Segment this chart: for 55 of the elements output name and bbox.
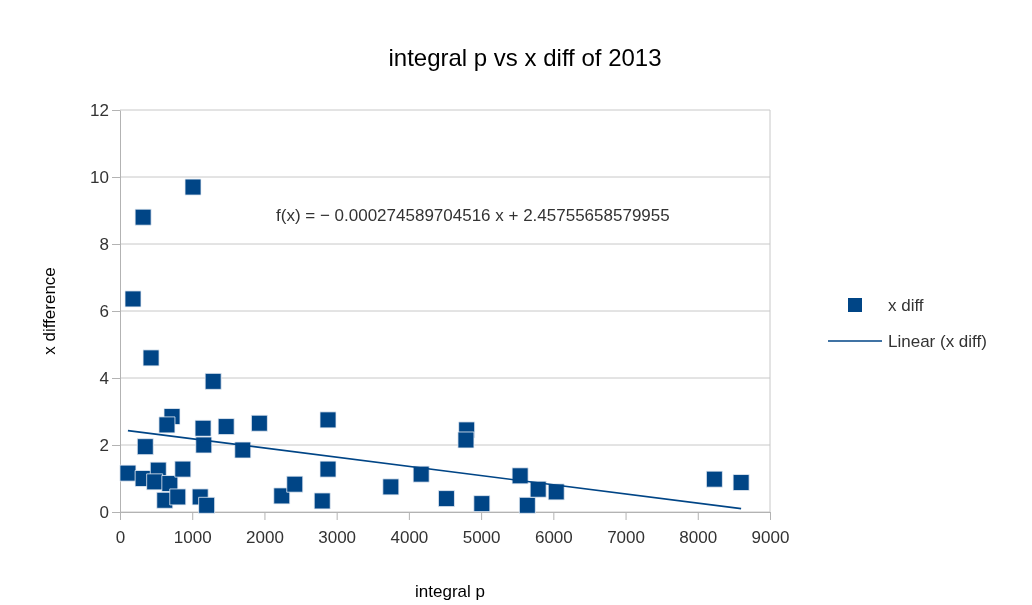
point: [204, 372, 222, 390]
chart-title: integral p vs x diff of 2013: [388, 44, 662, 71]
x-tick-label: 3000: [318, 528, 357, 548]
y-tick-label: 12: [90, 100, 109, 120]
x-tick-label: 0: [115, 528, 126, 548]
point: [286, 475, 304, 493]
point: [511, 467, 529, 485]
point: [273, 487, 291, 505]
y-tick-label: 8: [99, 234, 109, 254]
y-tick-label: 4: [99, 368, 109, 388]
point: [732, 474, 750, 491]
y-tick-label: 2: [99, 435, 109, 455]
point: [136, 438, 154, 456]
point: [473, 495, 491, 513]
legend-label: Linear (x diff): [888, 332, 987, 351]
point: [174, 460, 192, 478]
x-tick-label: 7000: [607, 528, 645, 548]
x-tick-label: 5000: [462, 528, 501, 548]
point: [250, 414, 268, 432]
point: [529, 480, 547, 498]
point: [194, 419, 212, 437]
x-tick-label: 2000: [246, 528, 284, 548]
point: [412, 465, 430, 483]
point: [705, 470, 723, 488]
y-tick-label: 0: [99, 502, 109, 522]
point: [319, 460, 337, 478]
point: [217, 418, 235, 435]
point: [158, 416, 176, 434]
point: [382, 478, 400, 496]
point: [313, 492, 331, 510]
point: [457, 431, 475, 449]
point: [198, 496, 216, 514]
x-tick-label: 8000: [679, 528, 718, 548]
point: [319, 411, 337, 429]
point: [184, 178, 202, 196]
point: [195, 436, 213, 454]
point: [119, 464, 137, 482]
point: [169, 488, 187, 506]
point: [134, 208, 152, 226]
point: [234, 441, 252, 459]
legend-label: x diff: [888, 296, 924, 315]
annotation: f(x) = − 0.000274589704516 x + 2.45755658579955: [276, 206, 670, 225]
y-tick-label: 10: [90, 167, 109, 187]
y-tick-label: 6: [99, 301, 109, 321]
point: [142, 349, 160, 367]
x-tick-label: 9000: [751, 528, 790, 548]
point: [438, 490, 455, 507]
x-tick-label: 4000: [390, 528, 429, 548]
x-tick-label: 6000: [534, 528, 573, 548]
point: [547, 483, 565, 501]
x-tick-label: 1000: [173, 528, 212, 548]
x-axis-title: integral p: [415, 582, 485, 601]
y-axis-title: x difference: [40, 267, 59, 355]
point: [124, 290, 142, 308]
point: [518, 496, 536, 514]
